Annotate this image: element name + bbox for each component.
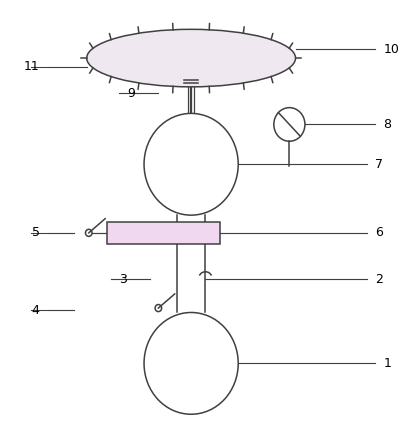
Circle shape: [155, 305, 161, 312]
Text: 11: 11: [24, 60, 39, 73]
Text: 9: 9: [128, 87, 136, 100]
Text: 8: 8: [383, 118, 392, 131]
Text: 10: 10: [383, 43, 399, 56]
Circle shape: [85, 229, 92, 237]
Text: 7: 7: [376, 158, 383, 171]
Ellipse shape: [87, 29, 295, 87]
Text: 6: 6: [376, 226, 383, 239]
Text: 1: 1: [383, 357, 391, 370]
Circle shape: [274, 108, 305, 141]
Circle shape: [144, 313, 238, 414]
Text: 5: 5: [32, 226, 39, 239]
Circle shape: [144, 113, 238, 215]
Text: 3: 3: [120, 273, 127, 286]
Bar: [107, 222, 220, 244]
Text: 2: 2: [376, 273, 383, 286]
Text: 4: 4: [32, 304, 39, 317]
